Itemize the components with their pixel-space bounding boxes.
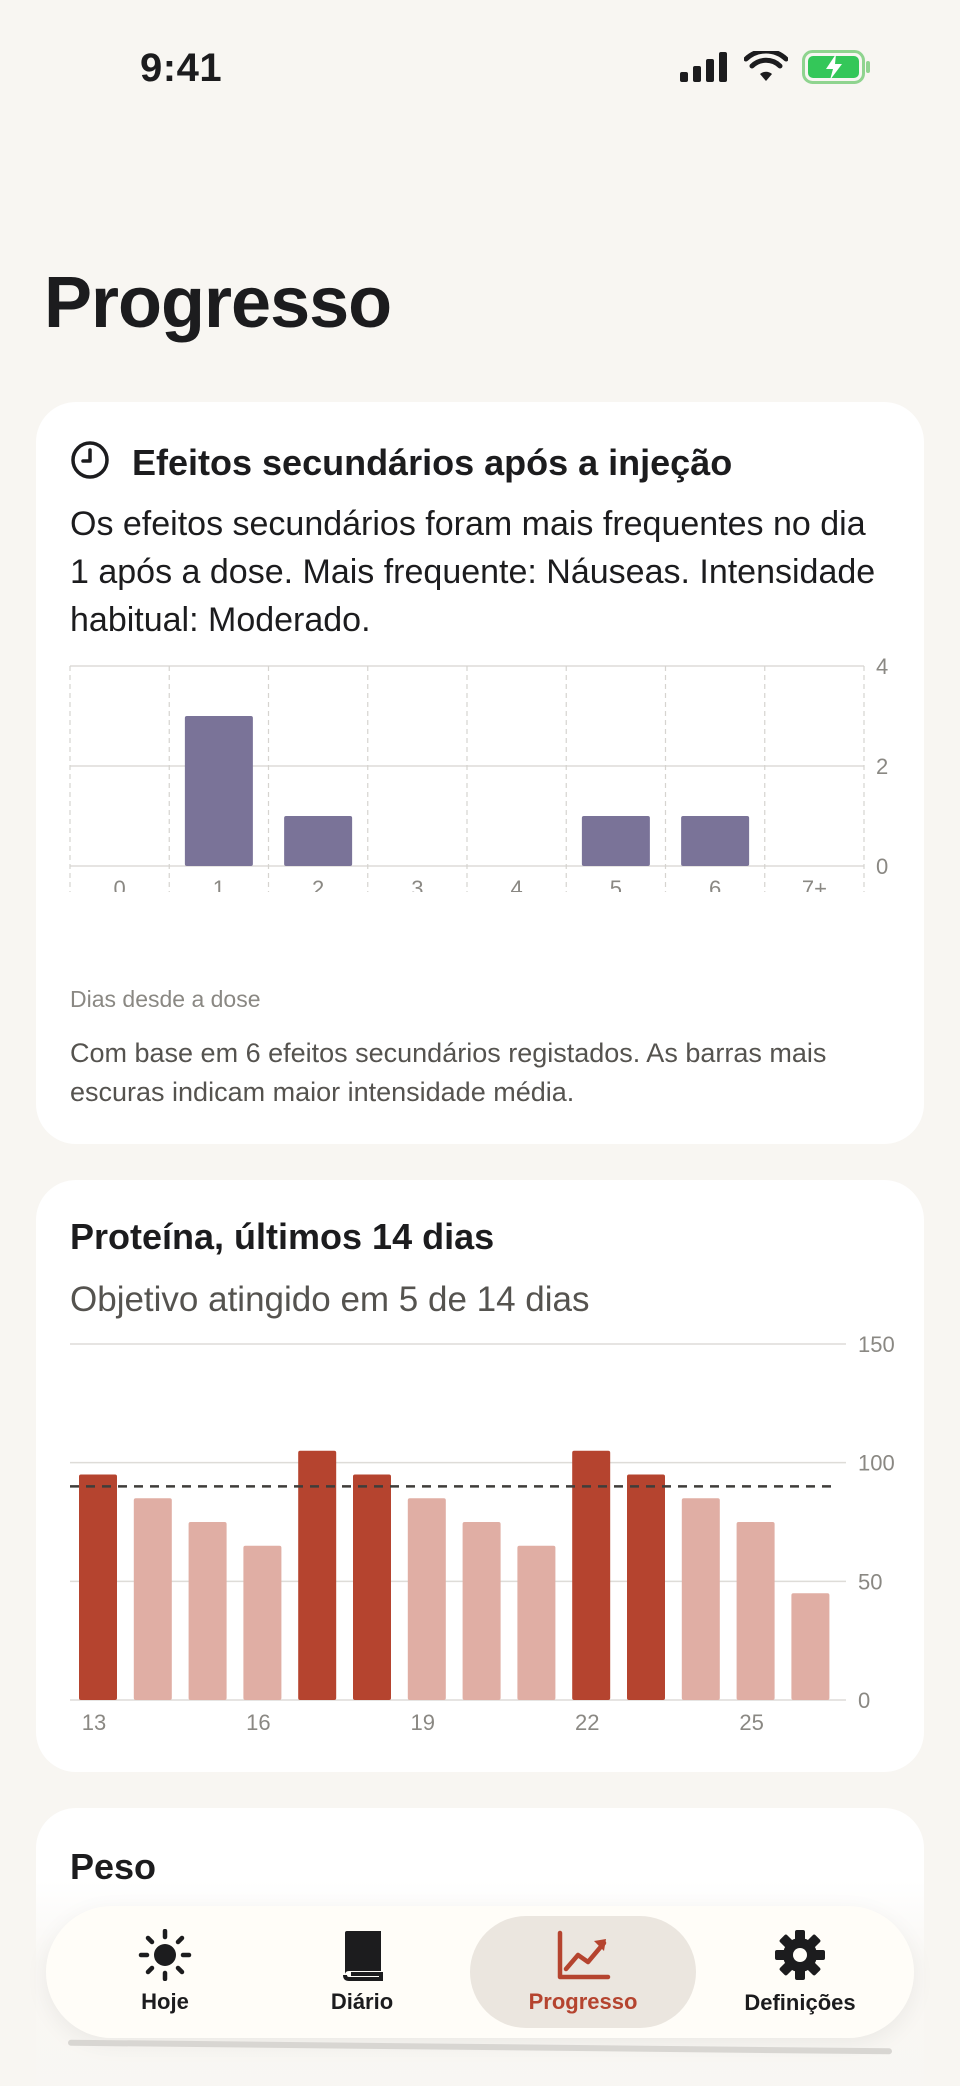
y-tick-label: 4 [876, 654, 888, 679]
wifi-icon [744, 51, 788, 81]
bar-day-13 [79, 1474, 117, 1700]
x-tick-label: 7+ [802, 876, 827, 892]
side-effects-title: Efeitos secundários após a injeção [132, 442, 733, 483]
bar-day-26 [791, 1593, 830, 1700]
side-effects-chart: 0 2 4 0 1 2 3 4 5 6 7+ [69, 654, 888, 892]
tab-diario[interactable]: Diário [270, 1906, 454, 2038]
x-tick-label: 16 [246, 1710, 270, 1735]
protein-card[interactable]: Proteína, últimos 14 dias Objetivo ating… [36, 1180, 924, 1772]
tab-active-highlight [470, 1916, 696, 2028]
bar-day-18 [353, 1474, 391, 1700]
page-title: Progresso [44, 263, 392, 343]
protein-subtitle: Objetivo atingido em 5 de 14 dias [70, 1280, 590, 1319]
x-tick-label: 3 [411, 876, 423, 892]
side-effects-footnote: Com base em 6 efeitos secundários regist… [70, 1038, 827, 1107]
tab-hoje[interactable]: Hoje [74, 1906, 256, 2038]
x-tick-label: 2 [312, 876, 324, 892]
bar-day-2 [284, 816, 353, 866]
bar-day-16 [243, 1545, 282, 1700]
bar-day-24 [681, 1498, 720, 1700]
tab-hoje-label: Hoje [141, 1989, 189, 2014]
gear-icon [775, 1930, 825, 1980]
y-tick-label: 150 [858, 1332, 895, 1357]
bar-day-15 [188, 1522, 227, 1700]
bar-day-17 [298, 1450, 337, 1700]
tab-diario-label: Diário [330, 1989, 394, 2014]
x-tick-label: 6 [709, 876, 721, 892]
y-tick-label: 100 [858, 1451, 895, 1476]
tab-definicoes[interactable]: Definições [700, 1906, 900, 2038]
tab-progresso-label: Progresso [528, 1989, 638, 2014]
side-effects-card[interactable]: Efeitos secundários após a injeção Os ef… [36, 402, 924, 1144]
y-tick-label: 50 [858, 1569, 882, 1594]
status-icons [680, 50, 872, 84]
bar-day-19 [407, 1498, 446, 1700]
x-tick-label: 4 [511, 876, 523, 892]
bar-day-14 [133, 1498, 172, 1700]
x-tick-label: 0 [114, 876, 126, 892]
status-time: 9:41 [140, 46, 223, 90]
tab-bar: Hoje Diário Progresso [46, 1906, 914, 2038]
x-tick-label: 19 [411, 1710, 435, 1735]
bar-day-22 [572, 1450, 611, 1700]
x-tick-label: 22 [575, 1710, 599, 1735]
y-tick-label: 0 [858, 1688, 870, 1713]
y-tick-label: 0 [876, 854, 888, 879]
battery-icon [802, 50, 870, 84]
protein-chart: 0 50 100 150 13 16 19 22 25 [70, 1332, 895, 1735]
x-tick-label: 13 [82, 1710, 106, 1735]
book-icon [343, 1931, 383, 1981]
x-tick-label: 25 [739, 1710, 763, 1735]
bar-day-6 [681, 816, 750, 866]
tab-progresso[interactable]: Progresso [470, 1906, 696, 2038]
bar-day-1 [184, 716, 253, 866]
tab-definicoes-label: Definições [744, 1990, 856, 2015]
bar-day-21 [517, 1545, 556, 1700]
bar-day-23 [627, 1474, 665, 1700]
bar-day-20 [462, 1522, 501, 1700]
chart-icon [557, 1930, 611, 1980]
clock-icon [71, 441, 109, 479]
y-tick-label: 2 [876, 754, 888, 779]
bar-day-5 [581, 816, 650, 866]
sun-icon [138, 1929, 192, 1981]
protein-title: Proteína, últimos 14 dias [70, 1216, 495, 1257]
side-effects-axis-title: Dias desde a dose [70, 986, 261, 1012]
signal-icon [680, 52, 727, 82]
x-tick-label: 5 [610, 876, 622, 892]
side-effects-summary: Os efeitos secundários foram mais freque… [70, 505, 876, 639]
bar-day-25 [736, 1522, 775, 1700]
x-tick-label: 1 [213, 876, 225, 892]
